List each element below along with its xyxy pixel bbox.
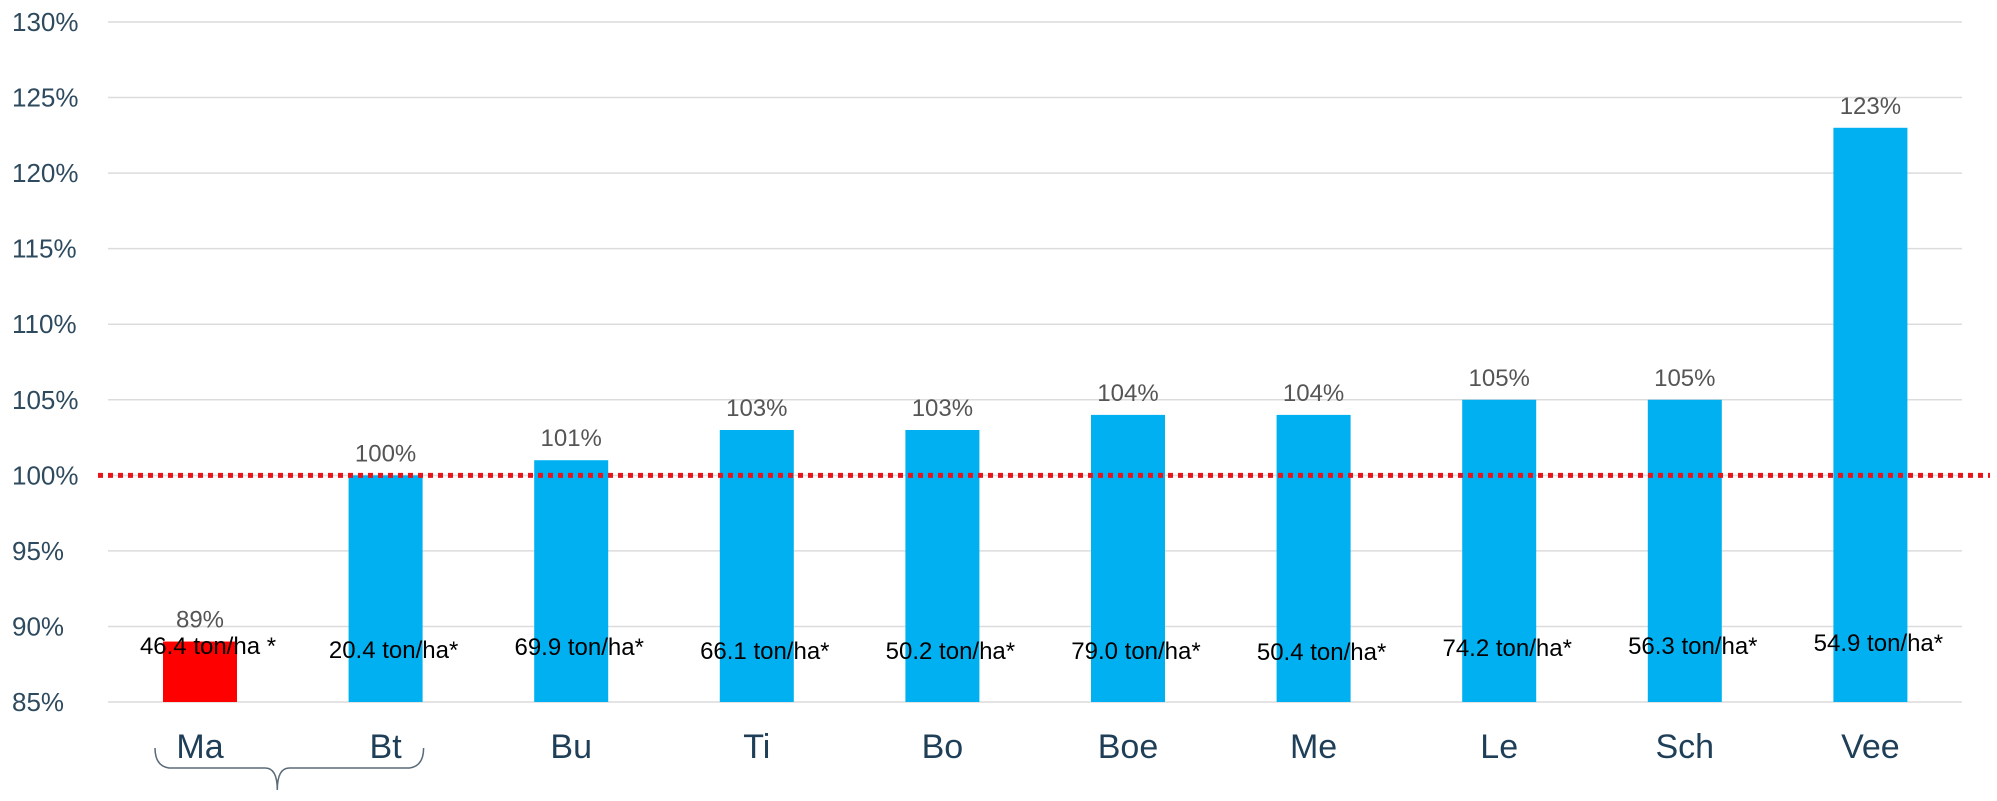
bar-sch xyxy=(1647,399,1722,702)
x-tick-label: Bt xyxy=(370,728,403,766)
x-tick-label: Sch xyxy=(1656,728,1715,766)
group-bracket xyxy=(154,747,425,791)
bar-vee xyxy=(1833,127,1908,703)
bar-le xyxy=(1462,399,1537,702)
y-tick-label: 100% xyxy=(12,460,79,490)
yield-label: 46.4 ton/ha * xyxy=(140,633,276,660)
yield-label: 56.3 ton/ha* xyxy=(1628,633,1757,660)
value-label: 101% xyxy=(541,425,602,452)
x-tick-label: Boe xyxy=(1098,728,1159,766)
yield-label: 69.9 ton/ha* xyxy=(514,634,643,661)
x-tick-label: Me xyxy=(1290,728,1337,766)
yield-label: 66.1 ton/ha* xyxy=(700,638,829,665)
y-tick-label: 120% xyxy=(12,158,79,188)
bar-ma xyxy=(163,641,237,702)
yield-label: 50.4 ton/ha* xyxy=(1257,639,1386,666)
y-axis-ticks: 85% 90% 95% 100% 105% 110% 115% 120% 125% 130% xyxy=(12,7,79,717)
x-axis-ticks: Ma Bt Bu Ti Bo Boe Me Le Sch Vee xyxy=(176,728,1899,766)
x-tick-label: Bu xyxy=(550,728,592,766)
bar-boe xyxy=(1091,414,1165,702)
yield-label: 50.2 ton/ha* xyxy=(886,638,1015,665)
yield-label: 74.2 ton/ha* xyxy=(1442,635,1571,662)
x-tick-label: Bo xyxy=(922,728,964,766)
yield-label: 20.4 ton/ha* xyxy=(329,637,458,664)
bar-bt xyxy=(348,475,423,702)
value-label: 100% xyxy=(355,440,416,467)
y-tick-label: 115% xyxy=(12,234,77,264)
value-label: 123% xyxy=(1840,93,1901,120)
x-tick-label: Vee xyxy=(1841,728,1900,766)
x-tick-label: Ma xyxy=(176,728,223,766)
y-tick-label: 105% xyxy=(12,385,79,415)
value-label: 104% xyxy=(1097,380,1158,407)
x-tick-label: Le xyxy=(1480,728,1518,766)
bar-bu xyxy=(534,460,609,702)
y-tick-label: 130% xyxy=(12,7,79,37)
bracket-layer xyxy=(154,747,425,791)
y-tick-label: 110% xyxy=(12,309,77,339)
y-tick-label: 90% xyxy=(12,611,64,641)
y-tick-label: 95% xyxy=(12,536,64,566)
value-label: 89% xyxy=(176,607,224,634)
y-tick-label: 85% xyxy=(12,687,64,717)
value-label: 105% xyxy=(1469,365,1530,392)
value-label: 105% xyxy=(1654,365,1715,392)
value-label: 103% xyxy=(726,395,787,422)
bar-me xyxy=(1276,414,1351,702)
value-label: 104% xyxy=(1283,380,1344,407)
bars xyxy=(163,127,1908,703)
yield-label: 79.0 ton/ha* xyxy=(1071,638,1200,665)
yield-label: 54.9 ton/ha* xyxy=(1814,630,1943,657)
bar-labels: 89%46.4 ton/ha * 100% 20.4 ton/ha* 101% 69.9… xyxy=(140,93,1943,666)
x-tick-label: Ti xyxy=(743,728,770,766)
value-label: 103% xyxy=(912,395,973,422)
y-tick-label: 125% xyxy=(12,83,79,113)
